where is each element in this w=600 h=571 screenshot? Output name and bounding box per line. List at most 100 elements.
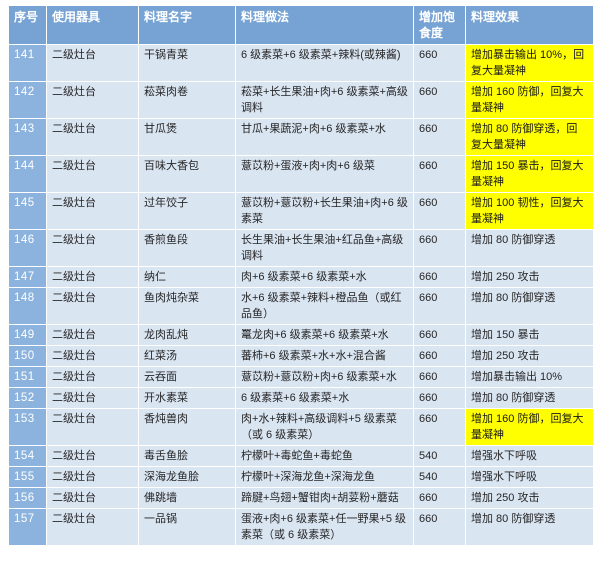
- cell-effect: 增强水下呼吸: [465, 445, 594, 467]
- cell-satiety: 660: [413, 44, 466, 82]
- cell-recipe: 水+6 级素菜+辣料+橙品鱼（或红品鱼）: [235, 287, 414, 325]
- cell-recipe: 蛋液+肉+6 级素菜+任一野果+5 级素菜（或 6 级素菜）: [235, 508, 414, 546]
- table-row: 147 二级灶台 纳仁 肉+6 级素菜+6 级素菜+水 660 增加 250 攻击: [8, 266, 594, 288]
- cell-effect: 增加 250 攻击: [465, 266, 594, 288]
- cell-name: 开水素菜: [138, 387, 236, 409]
- cell-satiety: 540: [413, 445, 466, 467]
- table-row: 157 二级灶台 一品锅 蛋液+肉+6 级素菜+任一野果+5 级素菜（或 6 级素菜）…: [8, 508, 594, 546]
- cell-satiety: 660: [413, 345, 466, 367]
- cell-name: 佛跳墙: [138, 487, 236, 509]
- table-row: 144 二级灶台 百味大香包 薏苡粉+蛋液+肉+肉+6 级菜 660 增加 150 暴击，…: [8, 155, 594, 193]
- cell-no: 148: [8, 287, 47, 325]
- table-row: 152 二级灶台 开水素菜 6 级素菜+6 级素菜+水 660 增加 80 防御穿透: [8, 387, 594, 409]
- cell-tool: 二级灶台: [46, 81, 139, 119]
- cell-no: 151: [8, 366, 47, 388]
- cell-name: 香煎鱼段: [138, 229, 236, 267]
- cell-name: 深海龙鱼脍: [138, 466, 236, 488]
- cell-name: 毒舌鱼脍: [138, 445, 236, 467]
- cell-no: 146: [8, 229, 47, 267]
- cell-recipe: 鼍龙肉+6 级素菜+6 级素菜+水: [235, 324, 414, 346]
- cell-tool: 二级灶台: [46, 408, 139, 446]
- cell-effect: 增加 100 韧性，回复大量凝神: [465, 192, 594, 230]
- cell-recipe: 柠檬叶+深海龙鱼+深海龙鱼: [235, 466, 414, 488]
- cell-tool: 二级灶台: [46, 508, 139, 546]
- cell-tool: 二级灶台: [46, 287, 139, 325]
- cell-satiety: 660: [413, 81, 466, 119]
- cell-tool: 二级灶台: [46, 118, 139, 156]
- cell-satiety: 660: [413, 266, 466, 288]
- cell-name: 香炖兽肉: [138, 408, 236, 446]
- cell-effect: 增强水下呼吸: [465, 466, 594, 488]
- cell-effect: 增加 160 防御，回复大量凝神: [465, 81, 594, 119]
- cell-no: 152: [8, 387, 47, 409]
- cell-effect: 增加暴击输出 10%，回复大量凝神: [465, 44, 594, 82]
- cell-name: 干锅青菜: [138, 44, 236, 82]
- column-header-name: 料理名字: [138, 5, 236, 45]
- cell-name: 百味大香包: [138, 155, 236, 193]
- cell-effect: 增加 80 防御穿透，回复大量凝神: [465, 118, 594, 156]
- cell-name: 纳仁: [138, 266, 236, 288]
- table-row: 146 二级灶台 香煎鱼段 长生果油+长生果油+红品鱼+高级调料 660 增加 80 防御…: [8, 229, 594, 267]
- cell-recipe: 柠檬叶+毒蛇鱼+毒蛇鱼: [235, 445, 414, 467]
- cell-no: 144: [8, 155, 47, 193]
- cell-no: 150: [8, 345, 47, 367]
- cell-recipe: 6 级素菜+6 级素菜+水: [235, 387, 414, 409]
- table-row: 151 二级灶台 云吞面 薏苡粉+薏苡粉+肉+6 级素菜+水 660 增加暴击输出 10%: [8, 366, 594, 388]
- cell-no: 147: [8, 266, 47, 288]
- cell-satiety: 660: [413, 324, 466, 346]
- cell-satiety: 660: [413, 508, 466, 546]
- cell-recipe: 菘菜+长生果油+肉+6 级素菜+高级调料: [235, 81, 414, 119]
- cell-tool: 二级灶台: [46, 266, 139, 288]
- cell-recipe: 蕃柿+6 级素菜+水+水+混合酱: [235, 345, 414, 367]
- column-header-recipe: 料理做法: [235, 5, 414, 45]
- cell-no: 156: [8, 487, 47, 509]
- cell-name: 云吞面: [138, 366, 236, 388]
- table-row: 148 二级灶台 鱼肉炖杂菜 水+6 级素菜+辣料+橙品鱼（或红品鱼） 660 增加 80…: [8, 287, 594, 325]
- cell-effect: 增加 80 防御穿透: [465, 387, 594, 409]
- cell-no: 145: [8, 192, 47, 230]
- table-row: 141 二级灶台 干锅青菜 6 级素菜+6 级素菜+辣料(或辣酱) 660 增加暴击输出 …: [8, 44, 594, 82]
- cell-tool: 二级灶台: [46, 466, 139, 488]
- cell-tool: 二级灶台: [46, 387, 139, 409]
- cell-no: 141: [8, 44, 47, 82]
- cell-effect: 增加 160 防御，回复大量凝神: [465, 408, 594, 446]
- cell-tool: 二级灶台: [46, 155, 139, 193]
- table-row: 154 二级灶台 毒舌鱼脍 柠檬叶+毒蛇鱼+毒蛇鱼 540 增强水下呼吸: [8, 445, 594, 467]
- cell-tool: 二级灶台: [46, 44, 139, 82]
- cell-recipe: 蹄腱+鸟翅+蟹钳肉+胡荽粉+蘑菇: [235, 487, 414, 509]
- cell-recipe: 薏苡粉+蛋液+肉+肉+6 级菜: [235, 155, 414, 193]
- table-header-row: 序号 使用器具 料理名字 料理做法 增加饱食度 料理效果: [8, 5, 594, 45]
- cell-recipe: 薏苡粉+薏苡粉+长生果油+肉+6 级素菜: [235, 192, 414, 230]
- cell-recipe: 长生果油+长生果油+红品鱼+高级调料: [235, 229, 414, 267]
- cell-name: 龙肉乱炖: [138, 324, 236, 346]
- cell-recipe: 薏苡粉+薏苡粉+肉+6 级素菜+水: [235, 366, 414, 388]
- cell-no: 142: [8, 81, 47, 119]
- cell-tool: 二级灶台: [46, 445, 139, 467]
- cell-tool: 二级灶台: [46, 229, 139, 267]
- cell-name: 鱼肉炖杂菜: [138, 287, 236, 325]
- cell-no: 157: [8, 508, 47, 546]
- cell-effect: 增加 150 暴击，回复大量凝神: [465, 155, 594, 193]
- cell-tool: 二级灶台: [46, 192, 139, 230]
- cell-name: 过年饺子: [138, 192, 236, 230]
- cell-effect: 增加 250 攻击: [465, 487, 594, 509]
- column-header-effect: 料理效果: [465, 5, 594, 45]
- table-row: 153 二级灶台 香炖兽肉 肉+水+辣料+高级调料+5 级素菜（或 6 级素菜） 660…: [8, 408, 594, 446]
- table-row: 145 二级灶台 过年饺子 薏苡粉+薏苡粉+长生果油+肉+6 级素菜 660 增加 100…: [8, 192, 594, 230]
- cell-no: 153: [8, 408, 47, 446]
- column-header-tool: 使用器具: [46, 5, 139, 45]
- cell-recipe: 肉+水+辣料+高级调料+5 级素菜（或 6 级素菜）: [235, 408, 414, 446]
- cell-no: 149: [8, 324, 47, 346]
- cell-satiety: 660: [413, 118, 466, 156]
- cell-effect: 增加暴击输出 10%: [465, 366, 594, 388]
- cell-tool: 二级灶台: [46, 366, 139, 388]
- cell-satiety: 660: [413, 229, 466, 267]
- cell-name: 红菜汤: [138, 345, 236, 367]
- cell-effect: 增加 150 暴击: [465, 324, 594, 346]
- cell-effect: 增加 80 防御穿透: [465, 229, 594, 267]
- cell-effect: 增加 80 防御穿透: [465, 508, 594, 546]
- table-row: 142 二级灶台 菘菜肉卷 菘菜+长生果油+肉+6 级素菜+高级调料 660 增加 160…: [8, 81, 594, 119]
- cell-satiety: 660: [413, 487, 466, 509]
- cell-no: 155: [8, 466, 47, 488]
